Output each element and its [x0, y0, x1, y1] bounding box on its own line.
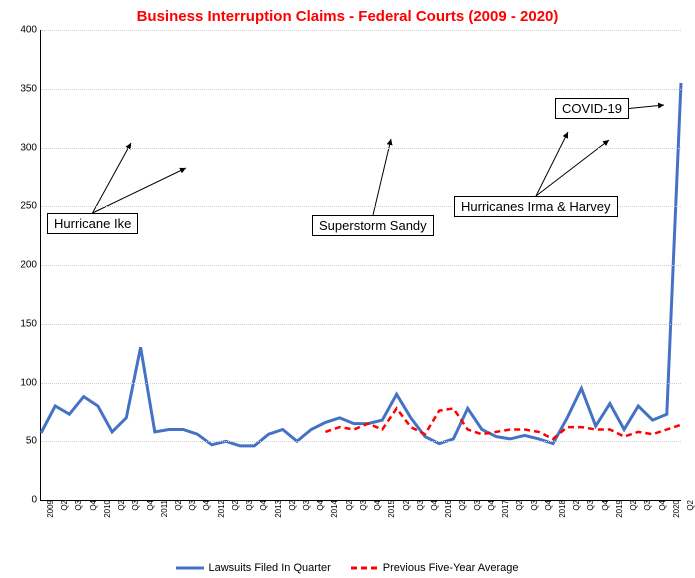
y-tick-label: 350 — [20, 83, 41, 94]
gridline — [41, 30, 681, 31]
x-tick-label: Q3 — [641, 500, 652, 511]
x-tick-label: 2012 — [215, 500, 226, 518]
legend-swatch — [351, 563, 379, 573]
x-tick-label: Q2 — [286, 500, 297, 511]
x-tick-label: Q3 — [129, 500, 140, 511]
plot-area: 0501001502002503003504002009Q2Q3Q42010Q2… — [40, 30, 681, 501]
x-tick-label: Q4 — [542, 500, 553, 511]
x-tick-label: Q4 — [599, 500, 610, 511]
x-tick-label: 2016 — [442, 500, 453, 518]
annotation-arrow — [93, 143, 132, 213]
x-tick-label: 2011 — [158, 500, 169, 517]
legend-item: Previous Five-Year Average — [351, 562, 519, 574]
x-tick-label: Q3 — [357, 500, 368, 511]
x-tick-label: Q4 — [87, 500, 98, 511]
x-tick-label: Q2 — [627, 500, 638, 511]
annotation-arrow — [536, 132, 568, 196]
x-tick-label: Q4 — [428, 500, 439, 511]
x-tick-label: Q2 — [684, 500, 695, 511]
x-tick-label: Q2 — [513, 500, 524, 511]
chart-title: Business Interruption Claims - Federal C… — [0, 8, 695, 25]
y-tick-label: 400 — [20, 25, 41, 36]
y-tick-label: 100 — [20, 377, 41, 388]
annotation-label: Hurricanes Irma & Harvey — [454, 196, 618, 217]
x-tick-label: Q3 — [471, 500, 482, 511]
gridline — [41, 441, 681, 442]
x-tick-label: Q2 — [115, 500, 126, 511]
legend: Lawsuits Filed In Quarter Previous Five-Y… — [0, 562, 695, 574]
x-tick-label: Q4 — [144, 500, 155, 511]
y-tick-label: 250 — [20, 201, 41, 212]
x-tick-label: Q3 — [72, 500, 83, 511]
annotation-arrow — [373, 139, 391, 215]
annotation-label: Hurricane Ike — [47, 213, 138, 234]
x-tick-label: Q4 — [656, 500, 667, 511]
x-tick-label: 2020 — [670, 500, 681, 518]
y-tick-label: 300 — [20, 142, 41, 153]
y-tick-label: 0 — [31, 495, 41, 506]
x-tick-label: Q3 — [300, 500, 311, 511]
x-tick-label: Q2 — [58, 500, 69, 511]
x-tick-label: Q2 — [172, 500, 183, 511]
x-tick-label: Q2 — [229, 500, 240, 511]
gridline — [41, 324, 681, 325]
legend-label: Lawsuits Filed In Quarter — [208, 562, 330, 574]
x-tick-label: Q3 — [414, 500, 425, 511]
x-tick-label: Q3 — [186, 500, 197, 511]
annotation-label: COVID-19 — [555, 98, 629, 119]
x-tick-label: Q3 — [528, 500, 539, 511]
y-tick-label: 50 — [26, 436, 41, 447]
y-tick-label: 150 — [20, 318, 41, 329]
annotation-arrow — [629, 105, 664, 109]
x-tick-label: 2019 — [613, 500, 624, 518]
x-tick-label: Q4 — [485, 500, 496, 511]
legend-swatch — [176, 563, 204, 573]
gridline — [41, 265, 681, 266]
legend-label: Previous Five-Year Average — [383, 562, 519, 574]
x-tick-label: 2013 — [272, 500, 283, 518]
gridline — [41, 148, 681, 149]
gridline — [41, 383, 681, 384]
x-tick-label: Q3 — [243, 500, 254, 511]
x-tick-label: 2009 — [44, 500, 55, 518]
x-tick-label: Q2 — [570, 500, 581, 511]
x-tick-label: Q2 — [400, 500, 411, 511]
x-tick-label: Q4 — [200, 500, 211, 511]
x-tick-label: 2014 — [328, 500, 339, 518]
x-tick-label: 2015 — [385, 500, 396, 518]
x-tick-label: Q4 — [314, 500, 325, 511]
legend-item: Lawsuits Filed In Quarter — [176, 562, 330, 574]
annotation-label: Superstorm Sandy — [312, 215, 434, 236]
x-tick-label: 2018 — [556, 500, 567, 518]
x-tick-label: 2017 — [499, 500, 510, 518]
x-tick-label: Q4 — [371, 500, 382, 511]
x-tick-label: Q2 — [343, 500, 354, 511]
gridline — [41, 89, 681, 90]
x-tick-label: Q4 — [257, 500, 268, 511]
x-tick-label: 2010 — [101, 500, 112, 518]
chart-container: Business Interruption Claims - Federal C… — [0, 0, 695, 578]
x-tick-label: Q2 — [456, 500, 467, 511]
x-tick-label: Q3 — [584, 500, 595, 511]
y-tick-label: 200 — [20, 260, 41, 271]
